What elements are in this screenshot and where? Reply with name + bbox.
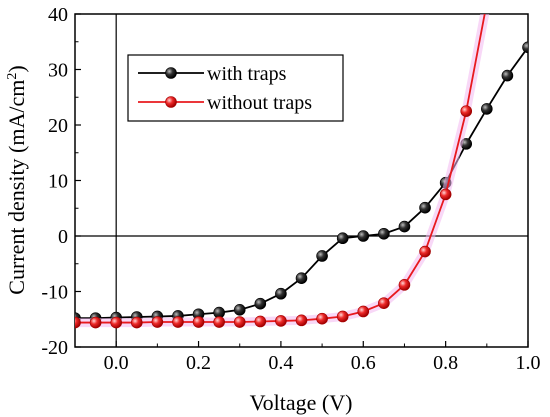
data-point bbox=[378, 227, 390, 240]
data-point bbox=[254, 315, 267, 328]
x-tick-label: 0.2 bbox=[186, 352, 211, 374]
x-axis-ticks: 0.0 0.2 0.4 0.6 0.8 1.0 bbox=[74, 341, 541, 374]
data-point bbox=[419, 245, 431, 258]
data-point bbox=[522, 41, 528, 54]
data-point bbox=[398, 220, 411, 233]
data-point bbox=[130, 316, 143, 329]
data-point bbox=[439, 188, 452, 201]
y-axis-title-superscript: 2 bbox=[5, 73, 20, 80]
x-tick-label: 1.0 bbox=[516, 352, 541, 374]
y-tick-label: -10 bbox=[41, 282, 68, 304]
data-point bbox=[295, 272, 308, 284]
data-point bbox=[357, 230, 370, 242]
data-point bbox=[460, 105, 473, 117]
series-layer bbox=[75, 14, 528, 329]
legend-label-without-traps: without traps bbox=[207, 92, 312, 114]
series-without-traps bbox=[75, 14, 490, 329]
y-tick-label: 40 bbox=[48, 4, 68, 26]
legend: with traps without traps bbox=[127, 54, 344, 122]
data-point bbox=[89, 316, 102, 329]
x-tick-label: 0.8 bbox=[433, 352, 458, 374]
data-point bbox=[419, 201, 431, 214]
data-point bbox=[75, 316, 81, 329]
data-point bbox=[336, 232, 349, 245]
reference-lines bbox=[75, 14, 528, 347]
data-point bbox=[378, 297, 390, 309]
legend-marker-without-traps bbox=[165, 96, 177, 108]
data-point bbox=[316, 312, 328, 325]
data-point bbox=[151, 316, 164, 328]
y-tick-label: 20 bbox=[48, 115, 68, 137]
data-point bbox=[172, 316, 184, 328]
data-point bbox=[213, 316, 225, 328]
data-point bbox=[357, 305, 370, 318]
legend-item-with-traps: with traps bbox=[138, 63, 287, 85]
data-point bbox=[501, 69, 514, 82]
x-axis-title: Voltage (V) bbox=[250, 390, 353, 415]
data-point bbox=[481, 103, 493, 115]
y-tick-label: 0 bbox=[58, 226, 68, 248]
y-tick-label: -20 bbox=[41, 337, 68, 359]
y-tick-label: 30 bbox=[48, 60, 68, 82]
x-tick-label: 0.0 bbox=[104, 352, 129, 374]
data-point bbox=[275, 315, 287, 327]
data-point bbox=[192, 316, 205, 328]
legend-marker-with-traps bbox=[165, 67, 177, 79]
y-axis-title-close: ) bbox=[4, 65, 29, 72]
y-axis-ticks: -20 -10 0 10 20 30 40 bbox=[41, 4, 81, 359]
legend-item-without-traps: without traps bbox=[138, 92, 312, 114]
y-axis-title-main: Current density (mA/cm bbox=[4, 80, 29, 295]
data-point bbox=[398, 279, 411, 291]
legend-box bbox=[127, 54, 344, 122]
y-axis-title: Current density (mA/cm2) bbox=[4, 65, 29, 294]
y-tick-label: 10 bbox=[48, 171, 68, 193]
data-point bbox=[336, 310, 349, 323]
x-tick-label: 0.6 bbox=[351, 352, 376, 374]
data-point bbox=[316, 250, 328, 262]
data-point bbox=[254, 297, 267, 310]
legend-label-with-traps: with traps bbox=[207, 63, 287, 85]
data-point bbox=[233, 304, 246, 316]
data-point bbox=[110, 316, 122, 329]
x-tick-label: 0.4 bbox=[268, 352, 293, 374]
data-point bbox=[275, 287, 287, 300]
data-point bbox=[233, 316, 246, 328]
data-point bbox=[295, 314, 308, 327]
